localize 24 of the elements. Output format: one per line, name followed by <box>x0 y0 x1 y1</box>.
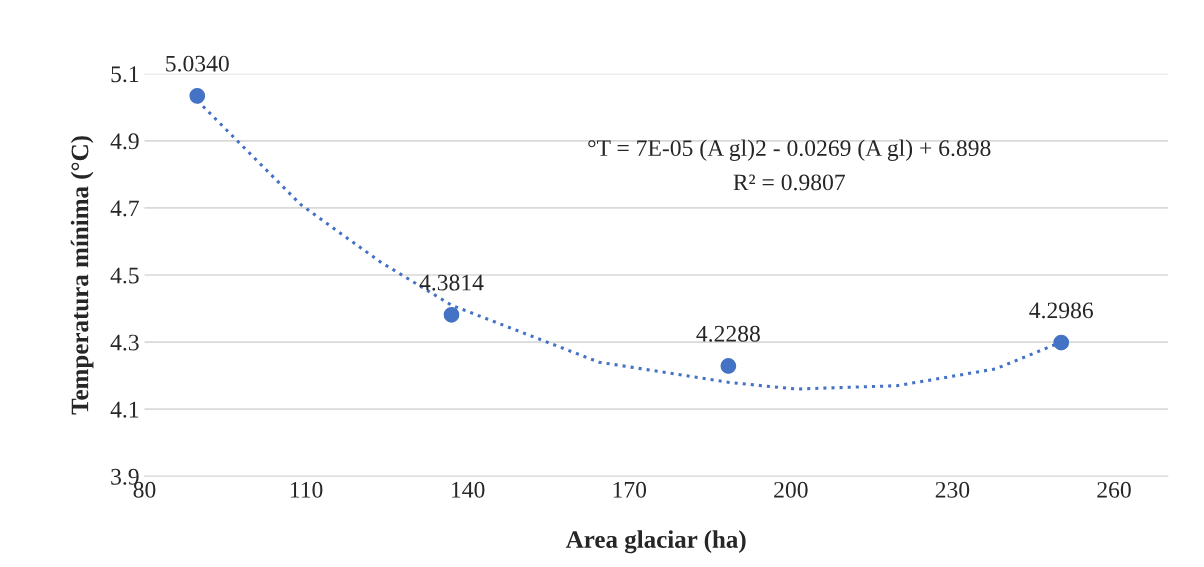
x-tick-label: 140 <box>452 481 485 498</box>
point <box>189 87 206 104</box>
y-tick-label: 4.1 <box>110 401 139 418</box>
data-label: 5.0340 <box>166 55 229 72</box>
x-tick-label: 200 <box>774 481 808 498</box>
y-tick-label: 4.9 <box>110 133 139 150</box>
x-tick-label: 230 <box>935 481 970 498</box>
point <box>443 306 460 323</box>
y-axis-title: Temperatura mínima (°C) <box>70 136 94 415</box>
x-tick-label: 110 <box>290 481 323 498</box>
x-tick-label: 260 <box>1097 481 1131 498</box>
x-axis-title: Area glaciar (ha) <box>565 530 746 554</box>
data-label: 4.3814 <box>419 274 484 291</box>
data-label: 4.2986 <box>1029 302 1093 319</box>
y-tick-label: 4.3 <box>110 334 139 351</box>
annotation: °T = 7E-05 (A gl)2 - 0.0269 (A gl) + 6.898 <box>588 139 991 161</box>
point <box>720 358 737 374</box>
y-tick-label: 5.1 <box>111 66 139 83</box>
annotation: R² = 0.9807 <box>733 174 845 191</box>
x-tick-label: 170 <box>613 481 647 498</box>
y-tick-label: 4.7 <box>110 200 139 217</box>
data-label: 4.2288 <box>696 325 760 342</box>
point <box>1053 334 1070 351</box>
y-tick-label: 4.5 <box>110 267 139 284</box>
